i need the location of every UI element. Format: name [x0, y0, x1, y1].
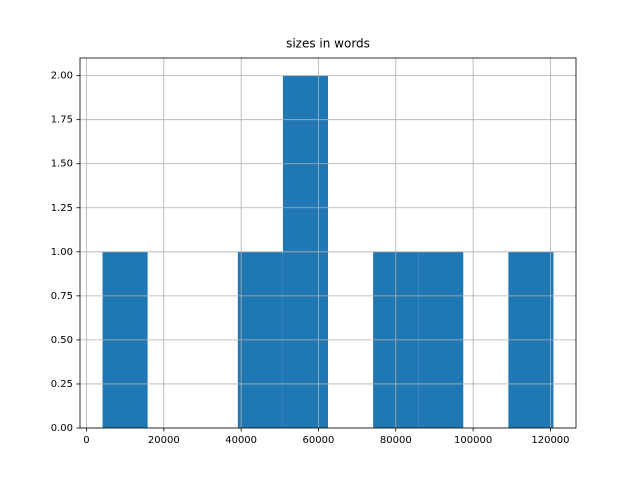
x-tick-label: 40000 [225, 435, 257, 446]
y-tick-label: 0.25 [51, 379, 73, 390]
plot-frame [79, 57, 577, 429]
chart-title: sizes in words [286, 37, 370, 51]
y-tick-label: 0.00 [51, 423, 73, 434]
x-tick-label: 100000 [454, 435, 492, 446]
y-tick-label: 2.00 [51, 71, 73, 82]
x-tick-label: 120000 [531, 435, 569, 446]
y-tick-label: 1.50 [51, 159, 73, 170]
y-tick-label: 0.50 [51, 335, 73, 346]
y-tick-label: 1.00 [51, 247, 73, 258]
x-tick-label: 60000 [303, 435, 335, 446]
y-tick-label: 1.25 [51, 203, 73, 214]
x-tick-label: 80000 [380, 435, 412, 446]
x-tick-label: 0 [83, 435, 89, 446]
y-tick-label: 0.75 [51, 291, 73, 302]
y-tick-label: 1.75 [51, 115, 73, 126]
x-tick-label: 20000 [148, 435, 180, 446]
